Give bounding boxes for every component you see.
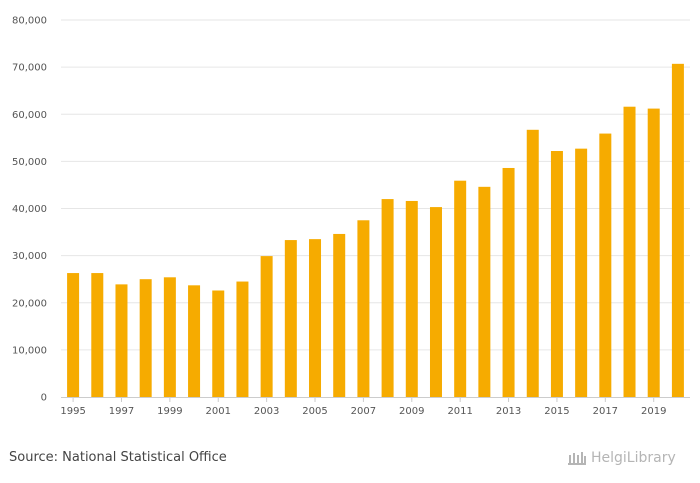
bar-1997[interactable] [115, 284, 128, 397]
y-tick-label: 60,000 [12, 110, 47, 121]
bar-2009[interactable] [405, 200, 418, 397]
y-axis-tick-labels: 0 10,000 20,000 30,000 40,000 50,000 60,000 70,… [12, 16, 47, 404]
y-tick-label: 70,000 [12, 63, 47, 74]
bar-2004[interactable] [284, 240, 297, 397]
bar-2014[interactable] [526, 129, 539, 397]
bar-1995[interactable] [67, 273, 80, 397]
helgilibrary-logo[interactable]: HelgiLibrary [566, 449, 676, 467]
x-axis-tick-labels: 1995 1997 1999 2001 2003 2005 2007 2009 2011 2013… [60, 397, 666, 417]
x-tick-label: 1999 [157, 406, 182, 417]
bar-chart: 0 10,000 20,000 30,000 40,000 50,000 60,000 70,… [12, 16, 690, 417]
bar-2007[interactable] [357, 220, 370, 397]
bar-1996[interactable] [91, 273, 104, 397]
x-tick-label: 2011 [447, 406, 472, 417]
bar-2015[interactable] [550, 151, 563, 397]
bar-2003[interactable] [260, 256, 273, 397]
bar-1998[interactable] [139, 279, 152, 397]
y-tick-label: 80,000 [12, 16, 47, 27]
bar-2020[interactable] [671, 63, 684, 398]
x-tick-label: 1995 [60, 406, 85, 417]
source-note: Source: National Statistical Office [9, 450, 227, 465]
bar-2000[interactable] [188, 285, 201, 397]
x-tick-label: 1997 [109, 406, 134, 417]
x-tick-label: 2001 [206, 406, 231, 417]
bar-2006[interactable] [333, 233, 346, 397]
logo-text: HelgiLibrary [591, 450, 676, 466]
bar-2013[interactable] [502, 167, 515, 397]
x-tick-label: 2015 [544, 406, 569, 417]
y-tick-label: 0 [41, 393, 47, 404]
library-building-icon [568, 452, 586, 465]
bar-2019[interactable] [647, 108, 660, 397]
x-tick-label: 2013 [496, 406, 521, 417]
x-tick-label: 2007 [351, 406, 376, 417]
bar-2010[interactable] [429, 207, 442, 397]
bar-2018[interactable] [623, 106, 636, 398]
y-tick-label: 40,000 [12, 204, 47, 215]
x-tick-label: 2019 [641, 406, 666, 417]
bar-2002[interactable] [236, 281, 249, 397]
bar-2011[interactable] [454, 180, 467, 397]
gridlines [61, 19, 690, 351]
bar-2017[interactable] [599, 133, 612, 398]
bar-series [67, 63, 684, 398]
bar-2016[interactable] [575, 148, 588, 397]
y-tick-label: 30,000 [12, 251, 47, 262]
x-tick-label: 2005 [302, 406, 327, 417]
x-tick-label: 2003 [254, 406, 279, 417]
y-tick-label: 20,000 [12, 298, 47, 309]
x-tick-label: 2017 [593, 406, 618, 417]
x-tick-label: 2009 [399, 406, 424, 417]
bar-1999[interactable] [163, 277, 176, 397]
y-tick-label: 10,000 [12, 345, 47, 356]
bar-2008[interactable] [381, 199, 394, 397]
bar-2001[interactable] [212, 290, 225, 397]
bar-2012[interactable] [478, 186, 491, 397]
y-tick-label: 50,000 [12, 157, 47, 168]
bar-2005[interactable] [309, 239, 322, 397]
